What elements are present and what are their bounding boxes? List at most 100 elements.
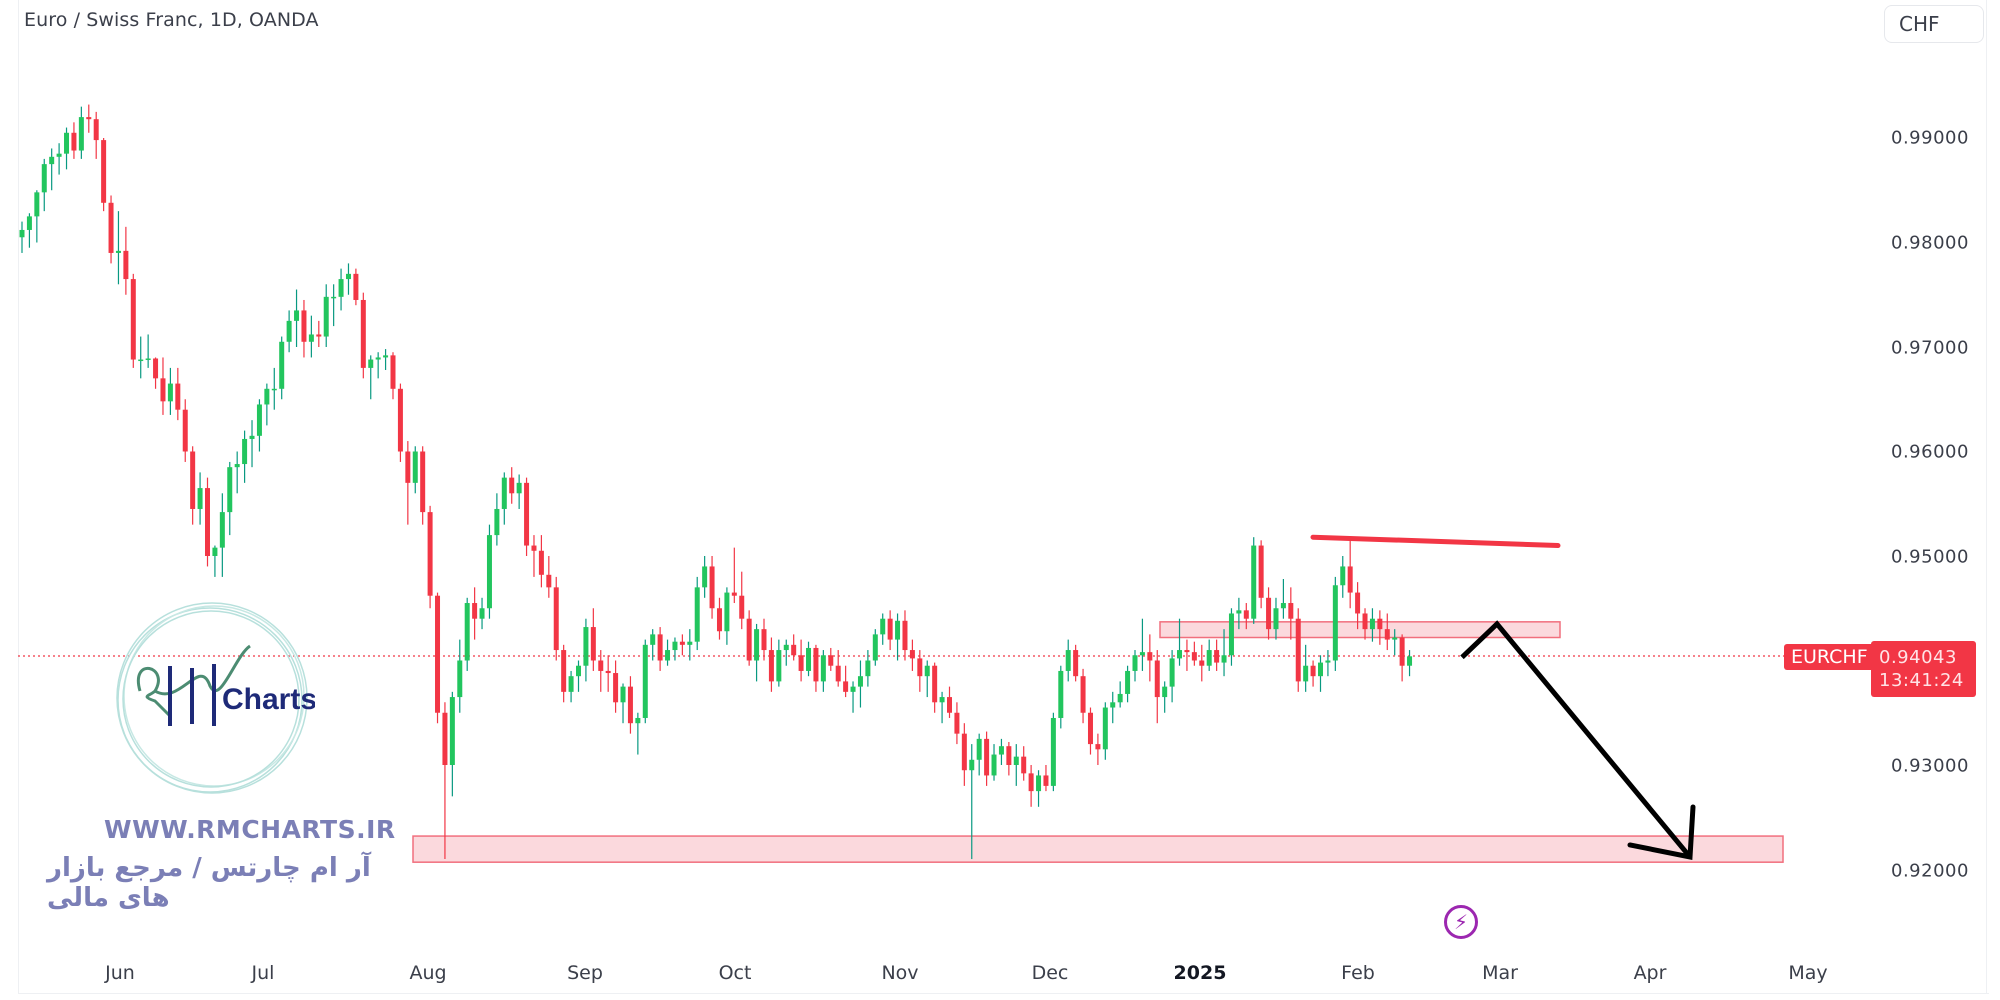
candle-body bbox=[1006, 746, 1012, 765]
candle-body bbox=[902, 620, 908, 651]
candle-body bbox=[308, 334, 314, 342]
candle-body bbox=[1362, 613, 1368, 630]
candle-body bbox=[323, 296, 329, 337]
candle-body bbox=[49, 156, 55, 165]
candle-body bbox=[627, 686, 633, 724]
candle-body bbox=[271, 388, 277, 391]
candle-body bbox=[820, 655, 826, 682]
candle-body bbox=[598, 660, 604, 671]
candle-body bbox=[1384, 629, 1390, 640]
rm-charts-logo: Charts bbox=[116, 602, 315, 794]
candle-body bbox=[249, 435, 255, 439]
candle-body bbox=[1377, 618, 1383, 630]
candle-body bbox=[1258, 545, 1264, 598]
candle-body bbox=[1162, 686, 1168, 698]
candle-body bbox=[1087, 712, 1093, 745]
candle-body bbox=[895, 620, 901, 640]
candle-body bbox=[338, 279, 344, 297]
candle-body bbox=[620, 686, 626, 703]
candle-body bbox=[1340, 566, 1346, 586]
candle-body bbox=[739, 595, 745, 619]
chart-frame bbox=[18, 0, 1989, 994]
candle-body bbox=[746, 618, 752, 661]
candle-body bbox=[761, 629, 767, 651]
candle-body bbox=[880, 618, 886, 635]
candle-body bbox=[887, 618, 893, 640]
candle-body bbox=[1214, 650, 1220, 663]
lightning-bolt-icon[interactable]: ⚡ bbox=[1444, 905, 1478, 939]
candle-body bbox=[242, 438, 248, 465]
price-axis-label: 0.99000 bbox=[1891, 127, 1969, 149]
candle-body bbox=[939, 697, 945, 703]
price-axis-label: 0.95000 bbox=[1891, 546, 1969, 568]
candle-body bbox=[286, 320, 292, 342]
candle-body bbox=[1295, 618, 1301, 682]
candle-body bbox=[56, 153, 62, 157]
candle-body bbox=[1028, 773, 1034, 792]
candle-body bbox=[516, 482, 522, 494]
candle-body bbox=[412, 451, 418, 483]
candle-body bbox=[390, 355, 396, 389]
watermark-tagline: آر ام چارتس / مرجع بازار های مالی bbox=[47, 853, 371, 913]
candle-body bbox=[509, 477, 515, 494]
candle-body bbox=[93, 119, 99, 141]
candle-body bbox=[1191, 652, 1197, 661]
candle-body bbox=[494, 508, 500, 536]
candle-body bbox=[138, 359, 144, 362]
candle-body bbox=[657, 634, 663, 661]
candle-body bbox=[776, 650, 782, 682]
candle-body bbox=[605, 670, 611, 674]
candle-body bbox=[1021, 756, 1027, 774]
candle-body bbox=[205, 488, 210, 556]
candle-body bbox=[486, 535, 492, 609]
candle-body bbox=[457, 660, 463, 698]
time-axis-label: Dec bbox=[1031, 962, 1069, 984]
candle-body bbox=[1392, 637, 1398, 640]
candle-body bbox=[375, 357, 381, 360]
candle-body bbox=[108, 202, 114, 253]
candle-body bbox=[583, 627, 589, 666]
candle-body bbox=[449, 697, 455, 765]
candle-body bbox=[976, 738, 982, 760]
candle-body bbox=[1125, 670, 1131, 694]
candle-body bbox=[865, 660, 871, 677]
candle-body bbox=[783, 644, 789, 651]
candle-body bbox=[1050, 717, 1056, 786]
candle-body bbox=[264, 388, 270, 405]
time-axis-label: Jun bbox=[105, 962, 135, 984]
candle-body bbox=[709, 566, 715, 609]
candle-body bbox=[754, 629, 760, 661]
candle-body bbox=[115, 250, 121, 253]
currency-button[interactable]: CHF bbox=[1884, 5, 1984, 43]
candle-body bbox=[301, 310, 307, 342]
candle-body bbox=[472, 603, 478, 619]
candle-body bbox=[947, 697, 952, 713]
candle-body bbox=[538, 550, 544, 575]
candle-body bbox=[768, 650, 774, 682]
candle-body bbox=[553, 587, 559, 651]
candle-body bbox=[1228, 613, 1234, 656]
candle-body bbox=[872, 634, 878, 661]
candle-body bbox=[1206, 650, 1212, 666]
candle-body bbox=[145, 358, 151, 360]
candle-body bbox=[998, 746, 1004, 755]
logo-brand-text: Charts bbox=[222, 683, 315, 716]
candle-body bbox=[123, 250, 129, 280]
candle-body bbox=[828, 655, 834, 666]
candle-body bbox=[353, 273, 359, 300]
candle-body bbox=[160, 378, 166, 402]
candle-body bbox=[1318, 662, 1323, 677]
bar-countdown: 13:41:24 bbox=[1879, 670, 1964, 691]
candle-body bbox=[442, 712, 448, 765]
candle-body bbox=[716, 608, 722, 632]
candle-body bbox=[64, 132, 70, 154]
candle-body bbox=[1036, 775, 1042, 792]
candle-body bbox=[1243, 610, 1249, 619]
candle-body bbox=[724, 592, 730, 632]
candle-body bbox=[1117, 693, 1123, 703]
candle-body bbox=[1043, 775, 1049, 786]
candle-body bbox=[984, 738, 990, 776]
candle-body bbox=[613, 673, 619, 703]
candle-body bbox=[909, 650, 915, 659]
